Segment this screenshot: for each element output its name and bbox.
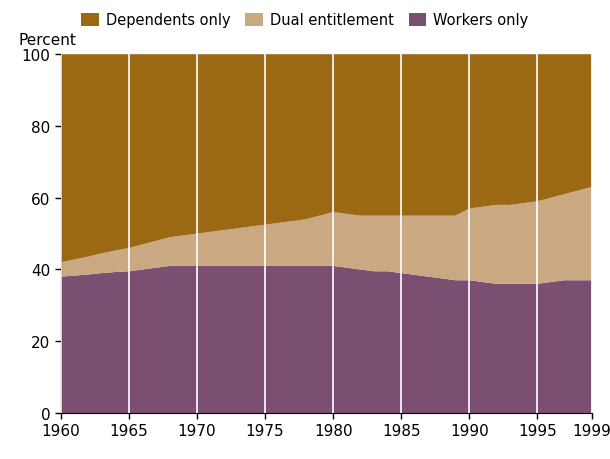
Legend: Dependents only, Dual entitlement, Workers only: Dependents only, Dual entitlement, Worke… (76, 7, 534, 34)
Text: Percent: Percent (18, 33, 76, 48)
